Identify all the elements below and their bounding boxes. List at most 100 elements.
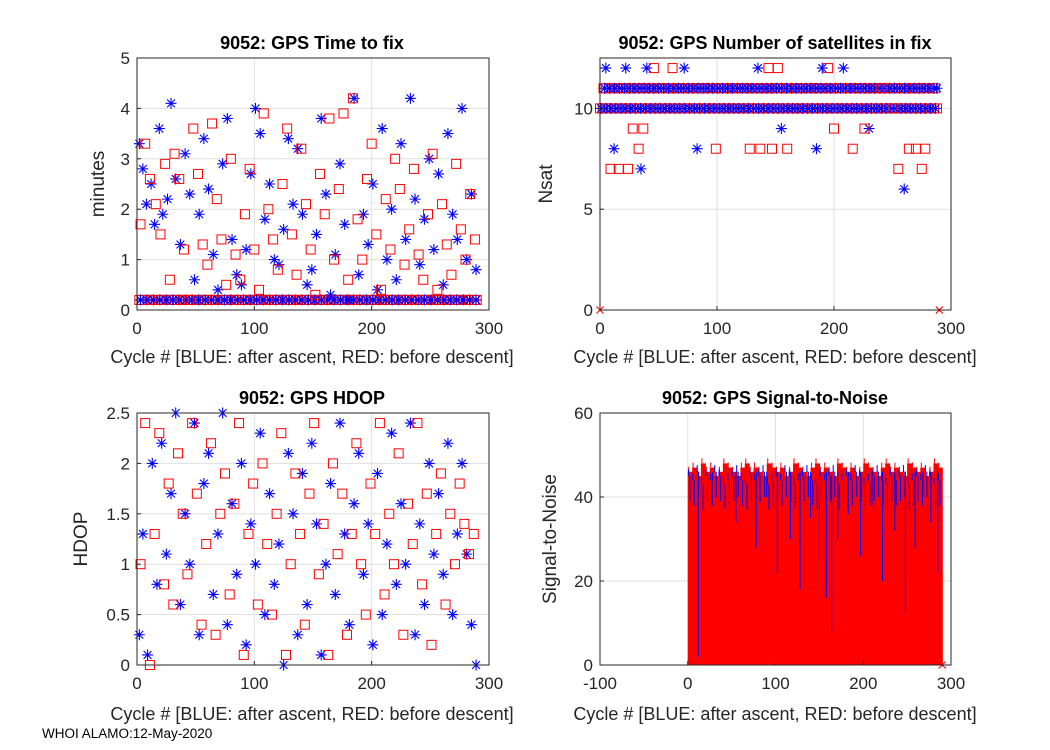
data-point-asterisk	[149, 218, 161, 230]
data-point-asterisk	[217, 158, 229, 170]
snr-bar-red	[705, 471, 711, 665]
data-point-square	[605, 163, 616, 174]
data-point-square	[366, 138, 377, 149]
data-point-square	[449, 559, 460, 570]
data-point-square	[407, 539, 418, 550]
snr-bar-red	[880, 467, 886, 665]
snr-bar-red	[819, 471, 825, 665]
data-point-square	[351, 438, 362, 449]
title-hdop: 9052: GPS HDOP	[239, 388, 385, 408]
band-asterisk-marker	[399, 294, 411, 306]
data-point-asterisk	[231, 269, 243, 281]
data-point-square	[305, 244, 316, 255]
band-asterisk-marker	[225, 294, 237, 306]
snr-bar-red	[779, 467, 785, 665]
data-point-square	[393, 448, 404, 459]
data-point-square	[309, 418, 320, 429]
data-point-square	[337, 488, 348, 499]
y-tick-label: 0	[584, 656, 593, 675]
data-point-square	[202, 259, 213, 270]
x-tick-label: 100	[240, 319, 268, 338]
band-asterisk-marker	[218, 294, 230, 306]
ylabel-hdop: HDOP	[71, 512, 92, 567]
data-point-square	[417, 579, 428, 590]
data-point-square	[266, 609, 277, 620]
data-point-square	[427, 148, 438, 159]
data-point-square	[183, 294, 194, 305]
x-tick-label: 300	[475, 319, 503, 338]
data-point-square	[455, 224, 466, 235]
data-point-asterisk	[301, 599, 313, 611]
data-point-square	[347, 93, 358, 104]
data-point-square	[282, 123, 293, 134]
band-asterisk-marker	[393, 294, 405, 306]
snr-bar-red	[920, 467, 926, 665]
y-tick-label: 10	[574, 99, 593, 118]
data-point-square	[210, 629, 221, 640]
data-point-square	[920, 143, 931, 154]
data-point-square	[304, 488, 315, 499]
data-point-asterisk	[395, 138, 407, 150]
data-point-square	[782, 143, 793, 154]
data-point-asterisk	[292, 143, 304, 155]
data-point-square	[324, 113, 335, 124]
data-point-asterisk	[381, 538, 393, 550]
data-point-asterisk	[418, 599, 430, 611]
data-point-square	[412, 418, 423, 429]
data-point-square	[257, 458, 268, 469]
band-asterisk-marker	[367, 294, 379, 306]
data-point-square	[338, 108, 349, 119]
data-point-asterisk	[837, 62, 849, 74]
data-point-square	[398, 629, 409, 640]
data-point-square	[357, 254, 368, 265]
data-point-square	[342, 629, 353, 640]
data-point-square	[230, 249, 241, 260]
data-point-square	[379, 589, 390, 600]
snr-bar-red	[933, 463, 939, 665]
data-point-asterisk	[810, 143, 822, 155]
data-point-square	[243, 528, 254, 539]
data-point-square	[627, 123, 638, 134]
data-point-square	[235, 274, 246, 285]
data-point-asterisk	[207, 249, 219, 261]
data-point-asterisk	[442, 128, 454, 140]
data-point-asterisk	[198, 133, 210, 145]
snr-bar-red	[885, 463, 891, 665]
x-tick-label: 200	[357, 319, 385, 338]
data-point-asterisk	[273, 259, 285, 271]
data-point-square	[418, 274, 429, 285]
x-tick-label: 0	[595, 319, 604, 338]
data-point-asterisk	[264, 178, 276, 190]
band-asterisk-marker	[386, 294, 398, 306]
band-asterisk-marker	[335, 294, 347, 306]
data-point-asterisk	[600, 62, 612, 74]
snr-bar-red	[757, 471, 763, 665]
snr-bar-red	[709, 467, 715, 665]
x-tick-label: 0	[132, 674, 141, 693]
data-point-square	[426, 639, 437, 650]
data-point-asterisk	[235, 279, 247, 291]
data-point-square	[464, 549, 475, 560]
data-point-square	[859, 123, 870, 134]
data-point-square	[268, 234, 279, 245]
data-point-square	[290, 468, 301, 479]
band-asterisk-marker	[418, 294, 430, 306]
data-point-square	[224, 589, 235, 600]
y-tick-label: 20	[574, 572, 593, 591]
band-asterisk-marker	[373, 294, 385, 306]
data-point-asterisk	[620, 62, 632, 74]
data-point-square	[468, 528, 479, 539]
data-point-square	[221, 279, 232, 290]
data-point-square	[135, 219, 146, 230]
data-point-square	[360, 609, 371, 620]
x-tick-label: 200	[357, 674, 385, 693]
band-asterisk-marker	[193, 294, 205, 306]
data-point-asterisk	[423, 153, 435, 165]
data-point-square	[365, 478, 376, 489]
band-asterisk-marker	[289, 294, 301, 306]
data-point-square	[440, 599, 451, 610]
data-point-square	[187, 418, 198, 429]
data-point-asterisk	[264, 488, 276, 500]
snr-bar-red	[784, 476, 790, 665]
data-point-square	[150, 199, 161, 210]
